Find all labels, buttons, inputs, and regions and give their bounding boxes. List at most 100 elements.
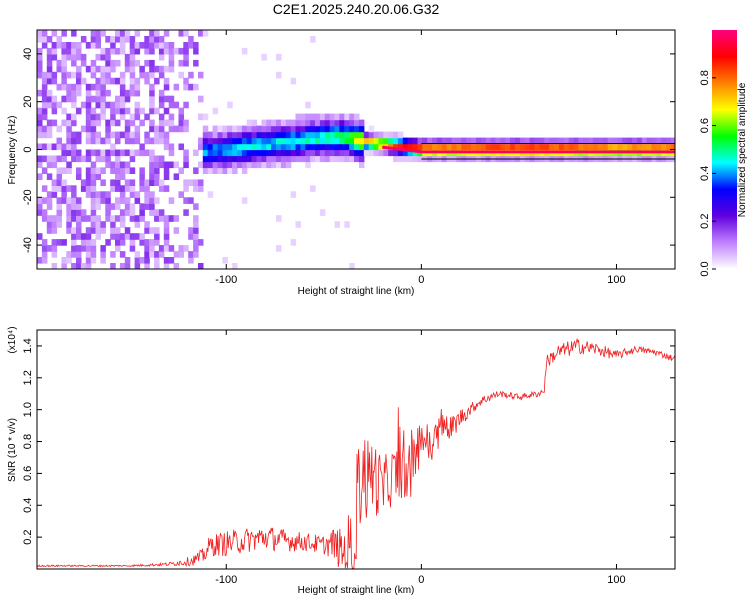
- colorbar-tick-label: 0.6: [699, 118, 711, 133]
- heatmap-cell: [202, 137, 209, 145]
- heatmap-cell: [363, 131, 370, 139]
- heatmap-cell: [61, 53, 67, 61]
- heatmap-cell: [354, 155, 360, 163]
- heatmap-cell: [305, 131, 311, 139]
- heatmap-cell: [344, 155, 350, 163]
- colorbar-tick-label: 0.2: [699, 214, 711, 229]
- heatmap-cell: [119, 233, 126, 240]
- heatmap-cell: [129, 36, 136, 43]
- heatmap-cell: [558, 137, 565, 145]
- heatmap-cell: [95, 95, 101, 103]
- heatmap-cell: [124, 161, 131, 169]
- heatmap-cell: [285, 119, 292, 127]
- heatmap-cell: [232, 155, 238, 163]
- heatmap-cell: [315, 125, 321, 133]
- heatmap-cell: [46, 197, 53, 204]
- heatmap-cell: [110, 215, 116, 222]
- heatmap-cell: [354, 119, 360, 127]
- heatmap-cell: [100, 251, 106, 258]
- heatmap-cell: [46, 203, 53, 210]
- heatmap-cell: [90, 257, 97, 264]
- heatmap-cell: [261, 53, 267, 61]
- heatmap-cell: [183, 42, 189, 49]
- heatmap-cell: [178, 191, 184, 198]
- heatmap-cell: [476, 137, 482, 145]
- heatmap-cell: [37, 47, 43, 55]
- heatmap-cell: [66, 47, 72, 55]
- heatmap-cell: [134, 215, 141, 222]
- heatmap-cell: [354, 131, 360, 139]
- heatmap-cell: [295, 125, 301, 133]
- heatmap-cell: [344, 125, 350, 133]
- heatmap-cell: [37, 155, 43, 163]
- heatmap-cell: [188, 197, 194, 204]
- heatmap-cell: [46, 59, 53, 67]
- heatmap-cell: [300, 131, 306, 139]
- heatmap-cell: [158, 209, 165, 216]
- heatmap-cell: [271, 131, 277, 139]
- heatmap-cell: [61, 155, 67, 163]
- heatmap-cell: [100, 83, 106, 91]
- heatmap-cell: [124, 209, 131, 216]
- heatmap-cell: [480, 137, 487, 145]
- heatmap-cell: [51, 101, 58, 109]
- heatmap-cell: [95, 173, 101, 180]
- heatmap-cell: [149, 89, 155, 97]
- heatmap-cell: [144, 131, 150, 139]
- heatmap-cell: [119, 30, 126, 37]
- heatmap-cell: [183, 119, 189, 127]
- heatmap-cell: [237, 149, 243, 157]
- heatmap-cell: [66, 143, 72, 151]
- heatmap-cell: [71, 227, 77, 234]
- heatmap-cell: [558, 143, 565, 151]
- heatmap-cell: [100, 77, 106, 85]
- heatmap-cell: [173, 173, 180, 180]
- heatmap-cell: [607, 143, 614, 151]
- heatmap-cell: [119, 209, 126, 216]
- heatmap-cell: [451, 143, 458, 151]
- heatmap-cell: [417, 143, 423, 151]
- heatmap-cell: [80, 263, 87, 269]
- heatmap-cell: [56, 173, 62, 180]
- heatmap-cell: [237, 155, 243, 163]
- heatmap-cell: [305, 161, 311, 169]
- heatmap-cell: [119, 239, 126, 246]
- heatmap-cell: [37, 233, 43, 240]
- heatmap-cell: [71, 119, 77, 127]
- heatmap-cell: [90, 113, 97, 121]
- heatmap-cell: [41, 209, 48, 216]
- heatmap-cell: [56, 197, 62, 204]
- heatmap-cell: [285, 131, 292, 139]
- heatmap-cell: [149, 59, 155, 67]
- heatmap-cell: [134, 263, 141, 269]
- heatmap-cell: [237, 143, 243, 151]
- heatmap-cell: [134, 131, 141, 139]
- heatmap-cell: [139, 107, 145, 115]
- heatmap-cell: [383, 149, 389, 157]
- snr-y-ticks: 0.2 0.4 0.6 0.8 1.0 1.2 1.4: [22, 338, 675, 545]
- heatmap-cell: [217, 143, 223, 151]
- heatmap-cell: [115, 59, 121, 67]
- heatmap-cell: [271, 143, 277, 151]
- heatmap-cell: [95, 227, 101, 234]
- heatmap-cell: [622, 143, 628, 151]
- heatmap-cell: [71, 95, 77, 103]
- heatmap-cell: [412, 137, 419, 145]
- heatmap-cell: [217, 167, 223, 174]
- heatmap-cell: [485, 143, 492, 151]
- heatmap-cell: [461, 143, 467, 151]
- heatmap-cell: [76, 131, 82, 139]
- heatmap-cell: [37, 119, 43, 127]
- heatmap-cell: [178, 119, 184, 127]
- heatmap-cell: [115, 167, 121, 174]
- heatmap-cell: [115, 30, 121, 37]
- heatmap-cell: [168, 245, 175, 252]
- heatmap-cell: [202, 125, 209, 133]
- heatmap-cell: [310, 131, 316, 139]
- heatmap-cell: [105, 119, 111, 127]
- heatmap-cell: [90, 239, 97, 246]
- heatmap-cell: [154, 251, 160, 258]
- heatmap-cell: [310, 155, 316, 163]
- heatmap-cell: [85, 191, 92, 198]
- heatmap-cell: [198, 30, 204, 37]
